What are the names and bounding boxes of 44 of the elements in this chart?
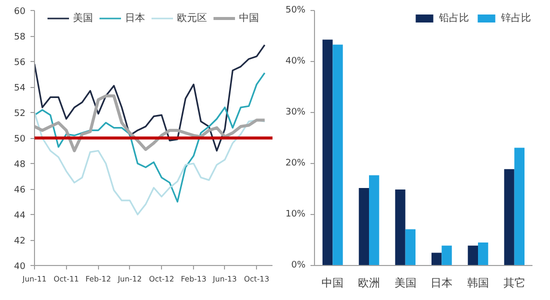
bar <box>322 40 333 266</box>
bar <box>514 148 525 266</box>
legend-label: 日本 <box>125 12 145 25</box>
y-tick-label: 50% <box>285 6 306 16</box>
x-tick-label: 中国 <box>322 276 344 290</box>
bar <box>369 175 380 266</box>
line-series <box>34 72 266 203</box>
y-tick-label: 50 <box>14 134 26 144</box>
y-tick-label: 44 <box>14 211 26 221</box>
line-series <box>34 112 266 216</box>
legend-label: 锌占比 <box>501 12 531 25</box>
legend-label: 美国 <box>73 12 93 25</box>
bar <box>442 246 452 266</box>
y-tick-label: 56 <box>14 58 26 68</box>
y-tick-label: 10% <box>285 210 306 220</box>
legend-label: 中国 <box>239 12 259 25</box>
y-tick-label: 52 <box>14 109 26 119</box>
bar <box>405 229 416 266</box>
y-tick-label: 48 <box>14 160 26 170</box>
y-tick-label: 20% <box>285 158 306 168</box>
bar <box>358 188 369 266</box>
line-series <box>34 44 266 152</box>
bar <box>395 190 406 266</box>
y-tick-label: 42 <box>14 236 26 246</box>
y-tick-label: 40% <box>285 56 306 66</box>
bar <box>478 242 488 266</box>
bar <box>504 169 514 266</box>
y-tick-label: 40 <box>14 262 26 272</box>
legend-label: 铅占比 <box>439 12 469 25</box>
x-tick-label: 欧洲 <box>358 276 380 290</box>
x-tick-label: 美国 <box>394 276 416 290</box>
y-tick-label: 0% <box>291 260 306 270</box>
bar <box>332 44 343 266</box>
y-tick-label: 46 <box>14 186 26 196</box>
y-tick-label: 54 <box>14 84 26 94</box>
x-tick-label: 日本 <box>430 276 453 290</box>
bar <box>431 252 442 266</box>
bar <box>468 246 478 266</box>
legend-label: 欧元区 <box>177 12 207 25</box>
y-tick-label: 60 <box>14 7 26 17</box>
y-tick-label: 30% <box>285 108 306 118</box>
x-tick-label: 韩国 <box>467 276 489 290</box>
x-tick-label: 其它 <box>503 276 526 290</box>
y-tick-label: 58 <box>14 32 26 42</box>
